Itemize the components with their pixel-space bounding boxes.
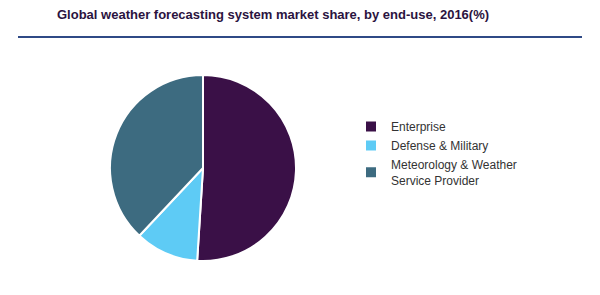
svg-text:Global weather forecasting sys: Global weather forecasting system market… — [57, 7, 489, 22]
svg-text:Enterprise: Enterprise — [391, 120, 446, 134]
svg-text:Defense & Military: Defense & Military — [391, 139, 488, 153]
svg-text:Meteorology & WeatherService P: Meteorology & WeatherService Provider — [391, 158, 517, 188]
